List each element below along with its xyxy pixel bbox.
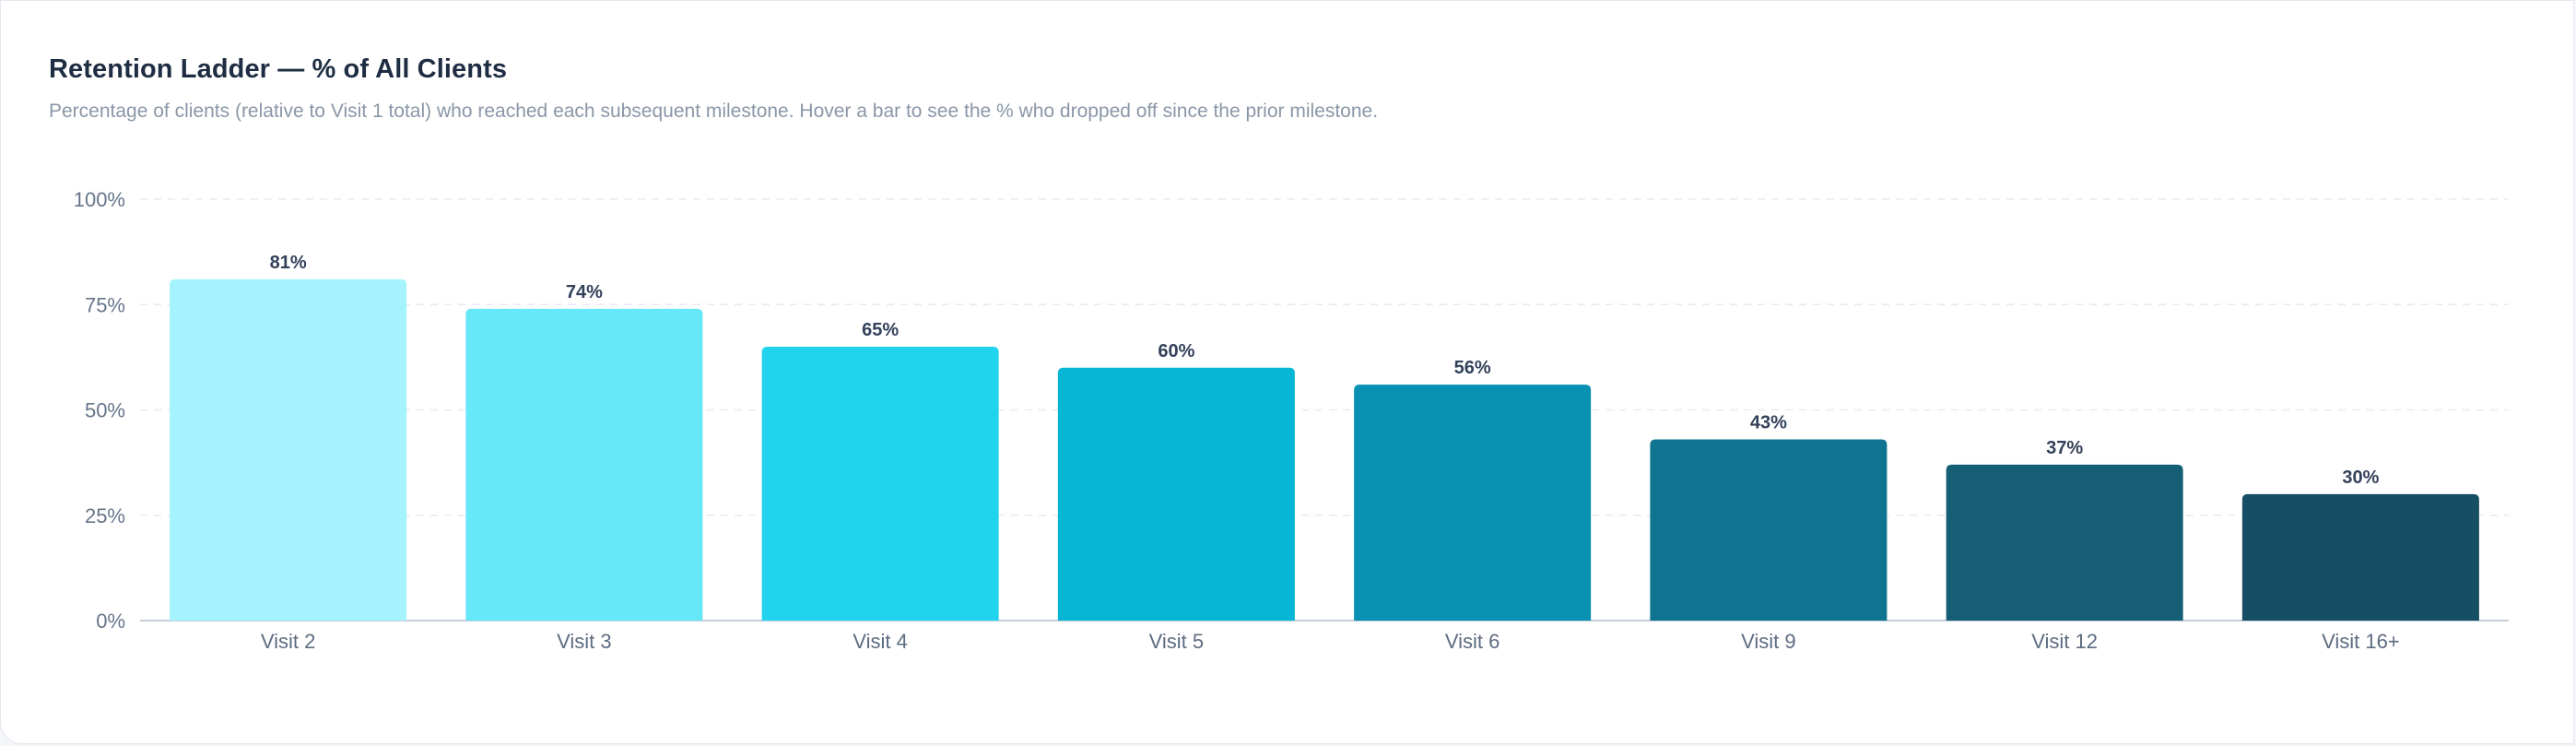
x-tick-label: Visit 9 (1741, 630, 1796, 653)
bar-value-label: 60% (1158, 341, 1194, 361)
bar[interactable] (1946, 464, 2183, 621)
bar[interactable] (2241, 493, 2479, 621)
bar-value-label: 30% (2342, 468, 2379, 488)
bar[interactable] (1354, 385, 1592, 621)
x-tick-label: Visit 5 (1149, 630, 1205, 653)
bar[interactable] (761, 346, 999, 621)
x-tick-label: Visit 16+ (2322, 630, 2400, 653)
bar-value-label: 65% (862, 320, 899, 340)
bar[interactable] (170, 278, 407, 621)
chart-subtitle: Percentage of clients (relative to Visit… (49, 101, 1379, 122)
bar-value-label: 56% (1454, 358, 1491, 378)
x-tick-label: Visit 6 (1445, 630, 1500, 653)
x-tick-label: Visit 4 (853, 630, 908, 653)
bar-value-label: 37% (2046, 438, 2083, 458)
bar[interactable] (1057, 367, 1295, 621)
y-tick-label: 100% (74, 188, 125, 211)
y-tick-label: 0% (96, 610, 125, 633)
bar-value-label: 43% (1750, 412, 1787, 432)
bar[interactable] (465, 308, 703, 621)
x-tick-label: Visit 2 (261, 630, 316, 653)
bar[interactable] (1650, 439, 1888, 621)
x-tick-label: Visit 3 (557, 630, 612, 653)
y-tick-label: 75% (85, 293, 125, 316)
y-tick-label: 50% (85, 399, 125, 422)
chart-title: Retention Ladder — % of All Clients (49, 54, 508, 84)
y-tick-label: 25% (85, 504, 125, 527)
bar-value-label: 81% (270, 253, 307, 273)
bar-value-label: 74% (566, 282, 603, 302)
x-tick-label: Visit 12 (2031, 630, 2098, 653)
